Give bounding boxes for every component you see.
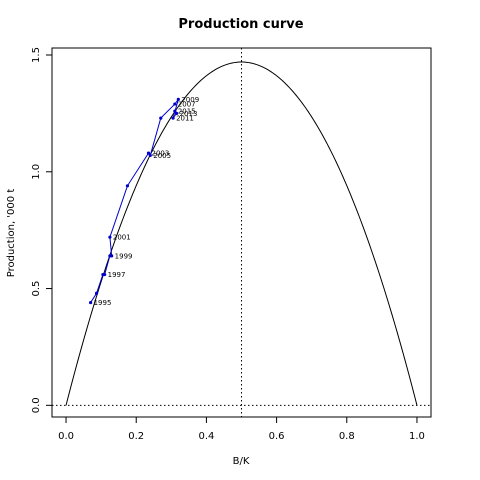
year-label: 2011 (176, 115, 194, 123)
data-point (89, 300, 93, 305)
x-tick-label: 0.8 (339, 431, 355, 442)
y-tick-label: 1.0 (31, 164, 42, 180)
year-label: 1997 (108, 271, 126, 279)
x-tick-label: 0.2 (128, 431, 144, 442)
data-point (125, 184, 130, 188)
reference-lines (52, 48, 431, 417)
x-tick-label: 0.6 (269, 431, 285, 442)
data-point (110, 254, 114, 258)
y-tick-label: 0.5 (31, 281, 42, 297)
x-tick-label: 0.0 (58, 431, 74, 442)
year-label: 2003 (152, 150, 170, 158)
data-point (176, 97, 180, 101)
chart-title: Production curve (178, 17, 303, 32)
y-tick-label: 0.0 (31, 397, 42, 413)
year-label: 2007 (178, 101, 196, 109)
data-point (148, 153, 152, 158)
x-tick-label: 1.0 (409, 431, 425, 442)
data-point (108, 235, 112, 239)
data-point (146, 151, 151, 155)
y-axis-label: Production, '000 t (6, 189, 17, 278)
year-label: 2009 (181, 96, 199, 104)
year-label: 1999 (115, 252, 133, 260)
year-label: 2005 (153, 152, 171, 160)
year-label: 2013 (180, 110, 198, 118)
production-curve-line (65, 61, 418, 406)
year-label: 1995 (94, 299, 112, 307)
x-tick-label: 0.4 (198, 431, 214, 442)
x-axis-label: B/K (233, 456, 250, 467)
series-layer: 1995199719992001200320052007200920112013… (89, 96, 199, 307)
data-point (171, 116, 175, 120)
data-point (173, 109, 177, 113)
data-point (94, 291, 99, 295)
year-label: 2001 (113, 234, 131, 242)
year-label: 2015 (178, 108, 196, 116)
y-tick-label: 1.5 (31, 47, 42, 63)
data-point (159, 116, 163, 120)
data-point (173, 102, 177, 106)
data-point (103, 272, 107, 277)
data-point (174, 111, 179, 115)
axes: 0.0 0.2 0.4 0.6 0.8 1.0 0.0 0.5 1.0 1.5 (31, 47, 425, 442)
curve-layer (65, 61, 418, 406)
